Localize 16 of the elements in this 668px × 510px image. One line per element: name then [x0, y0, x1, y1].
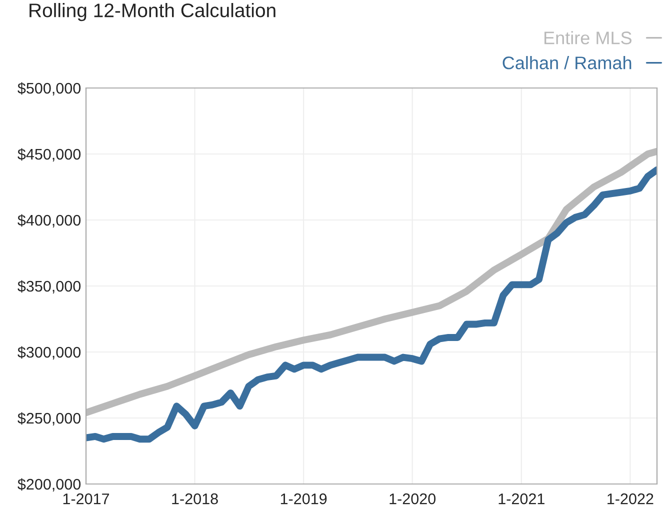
x-tick-label: 1-2019 [280, 493, 327, 504]
y-tick-label: $200,000 [18, 478, 81, 492]
x-tick-label: 1-2018 [172, 493, 218, 504]
y-tick-label: $500,000 [18, 82, 81, 96]
x-tick-label: 1-2021 [498, 493, 544, 504]
x-tick-label: 1-2022 [608, 493, 654, 504]
y-tick-label: $450,000 [18, 148, 81, 162]
y-tick-label: $250,000 [18, 412, 81, 426]
legend-label: Entire MLS [544, 31, 632, 44]
legend-label: Calhan / Ramah [502, 56, 632, 70]
y-tick-label: $350,000 [18, 280, 81, 294]
x-tick-label: 1-2017 [63, 493, 110, 504]
chart-title: Rolling 12-Month Calculation [30, 3, 276, 22]
y-tick-label: $300,000 [18, 346, 81, 360]
x-tick-label: 1-2020 [390, 493, 436, 504]
y-tick-label: $400,000 [18, 214, 81, 228]
